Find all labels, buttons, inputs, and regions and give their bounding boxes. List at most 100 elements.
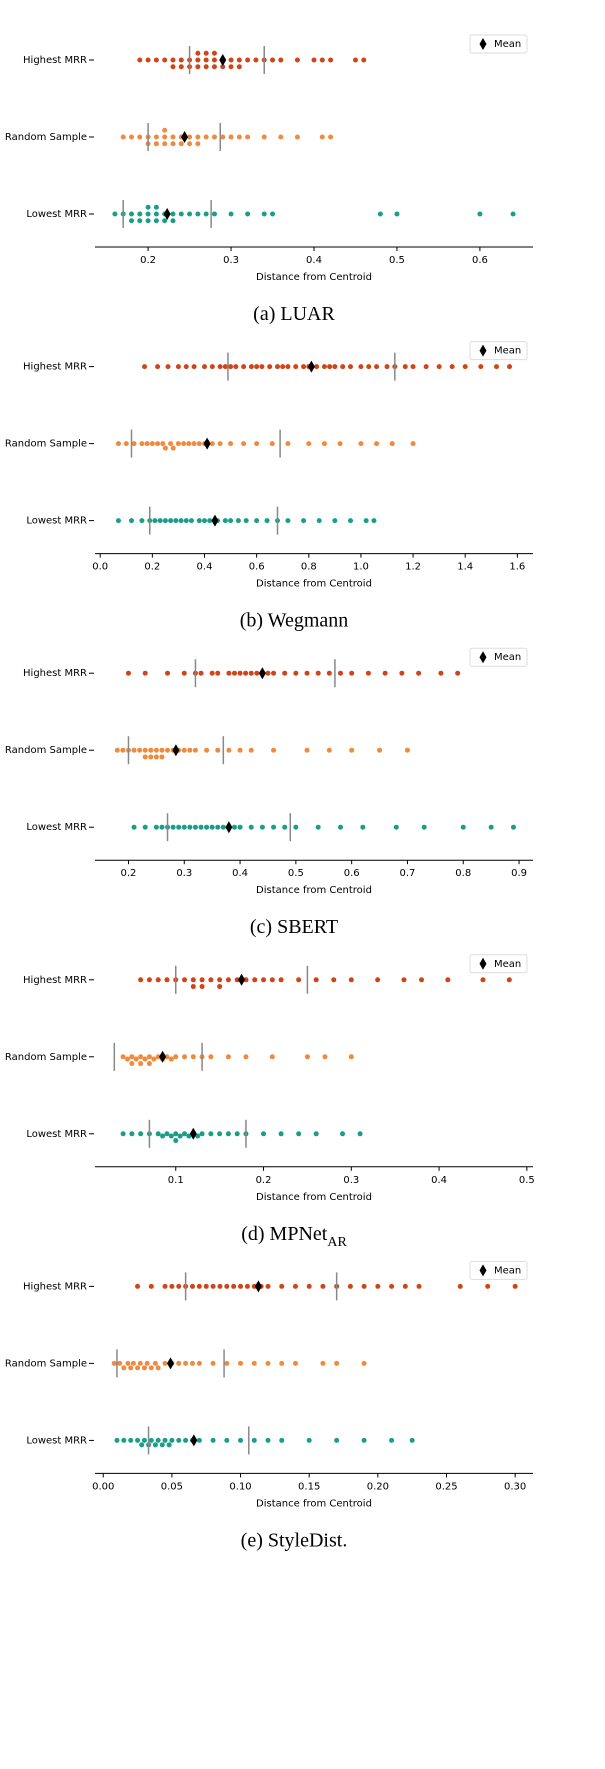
- swarm-point: [254, 441, 260, 447]
- swarm-point: [192, 747, 198, 753]
- swarm-point: [183, 518, 189, 524]
- swarm-point: [327, 364, 333, 370]
- swarm-point: [138, 1061, 144, 1067]
- swarm-point: [315, 824, 321, 830]
- swarm-point: [145, 211, 151, 217]
- legend-label: Mean: [494, 1265, 521, 1276]
- swarm-point: [153, 141, 159, 147]
- swarm-point: [142, 364, 148, 370]
- swarm-point: [137, 134, 143, 140]
- x-tick-label: 0.20: [367, 1481, 389, 1492]
- swarm-point: [207, 518, 213, 524]
- swarm-point: [131, 441, 137, 447]
- swarm-point: [129, 1131, 135, 1137]
- swarm-point: [175, 364, 181, 370]
- swarm-point: [271, 747, 277, 753]
- swarm-point: [220, 64, 226, 70]
- swarm-point: [195, 50, 201, 56]
- swarm-point: [120, 1054, 126, 1060]
- swarm-point: [208, 977, 214, 983]
- swarm-point: [168, 1133, 174, 1139]
- swarm-point: [271, 824, 277, 830]
- swarm-point: [148, 1365, 154, 1371]
- swarm-point: [228, 134, 234, 140]
- swarm-point: [165, 670, 171, 676]
- y-tick-label: Random Sample: [5, 1358, 87, 1369]
- swarm-point: [217, 1131, 223, 1137]
- mean-marker: [181, 131, 189, 143]
- swarm-point: [148, 1437, 154, 1443]
- y-tick-label: Random Sample: [5, 439, 87, 450]
- swarm-point: [293, 670, 299, 676]
- y-tick-label: Highest MRR: [23, 362, 87, 373]
- swarm-point: [178, 141, 184, 147]
- swarm-point: [202, 364, 207, 370]
- swarm-point: [145, 57, 151, 63]
- legend-label: Mean: [494, 346, 521, 357]
- swarm-point: [393, 824, 399, 830]
- swarm-point: [210, 1283, 216, 1289]
- swarm-point: [234, 1131, 240, 1137]
- swarm-point: [135, 1283, 141, 1289]
- swarm-point: [332, 364, 338, 370]
- x-tick-label: 0.4: [232, 868, 248, 879]
- x-tick-label: 0.6: [472, 255, 488, 266]
- swarm-point: [394, 211, 400, 217]
- swarm-point: [182, 1054, 188, 1060]
- swarm-point: [168, 518, 174, 524]
- swarm-point: [149, 441, 155, 447]
- swarm-point: [334, 1360, 340, 1366]
- swarm-point: [152, 1360, 158, 1366]
- swarm-point: [153, 211, 159, 217]
- swarm-point: [162, 1283, 168, 1289]
- swarm-point: [457, 1283, 463, 1289]
- x-tick-label: 0.2: [140, 255, 156, 266]
- swarm-point: [170, 64, 176, 70]
- swarm-point: [182, 977, 188, 983]
- swarm-point: [361, 57, 367, 63]
- swarm-point: [160, 441, 166, 447]
- swarm-point: [228, 518, 234, 524]
- swarm-point: [190, 984, 196, 990]
- swarm-point: [155, 441, 161, 447]
- x-tick-label: 0.0: [92, 562, 108, 573]
- swarm-point: [188, 518, 194, 524]
- swarm-point: [209, 824, 215, 830]
- x-tick-label: 0.3: [223, 255, 239, 266]
- swarm-point: [361, 1283, 367, 1289]
- swarm-point: [225, 977, 231, 983]
- swarm-point: [389, 1437, 395, 1443]
- swarm-point: [245, 57, 251, 63]
- mean-marker: [203, 437, 211, 450]
- swarm-point: [222, 364, 228, 370]
- swarm-point: [338, 670, 344, 676]
- swarm-point: [202, 518, 207, 524]
- swarm-point: [144, 441, 150, 447]
- swarm-point: [142, 824, 148, 830]
- swarm-point: [173, 1138, 179, 1144]
- swarm-point: [231, 824, 237, 830]
- swarm-point: [170, 218, 176, 224]
- swarm-point: [285, 518, 291, 524]
- legend-label: Mean: [494, 959, 521, 970]
- swarm-point: [292, 1283, 298, 1289]
- swarm-point: [358, 441, 364, 447]
- swarm-point: [436, 364, 442, 370]
- swarm-point: [211, 64, 217, 70]
- swarm-point: [215, 824, 221, 830]
- swarm-point: [178, 211, 184, 217]
- swarm-point: [248, 670, 254, 676]
- swarm-point: [285, 364, 291, 370]
- legend-marker: [479, 651, 487, 664]
- swarm-point: [195, 57, 201, 63]
- swarm-point: [189, 1283, 195, 1289]
- swarm-point: [209, 364, 215, 370]
- swarm-point: [279, 1283, 285, 1289]
- swarm-point: [338, 824, 344, 830]
- swarm-point: [236, 64, 242, 70]
- swarm-point: [348, 977, 354, 983]
- legend-box: [469, 341, 528, 361]
- swarm-point: [187, 134, 193, 140]
- swarm-point: [248, 824, 254, 830]
- mean-marker: [225, 821, 233, 834]
